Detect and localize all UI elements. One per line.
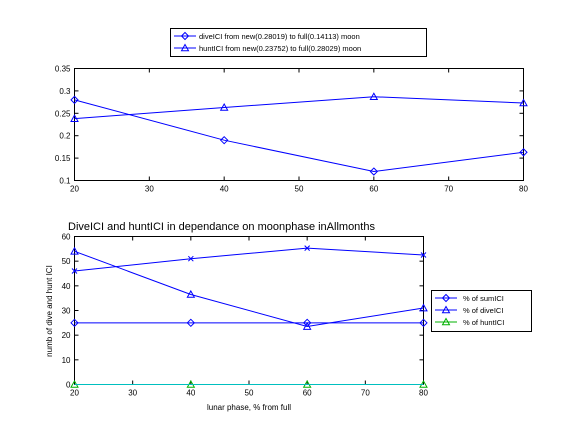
y-tick-label: 0	[66, 381, 71, 390]
bottom-chart-title: DiveICI and huntICI in dependance on moo…	[68, 221, 375, 233]
series-3	[71, 245, 427, 274]
top-chart: 20 30 40 50 60 70 80 0.1 0.15 0.2 0.25 0.3 0.35 dive…	[55, 28, 529, 194]
data-point	[369, 92, 379, 101]
x-tick-label: 60	[369, 185, 378, 194]
y-tick-label: 0.1	[59, 177, 71, 186]
bottom-chart: DiveICI and huntICI in dependance on moo…	[45, 221, 532, 412]
x-tick-label: 60	[303, 389, 312, 398]
series-line	[74, 250, 424, 328]
data-point	[369, 167, 379, 176]
data-point	[302, 322, 312, 330]
data-point	[70, 114, 79, 122]
data-point	[70, 95, 79, 105]
x-tick-label: 20	[70, 185, 79, 194]
y-tick-label: 40	[62, 282, 71, 291]
x-tick-label: 30	[128, 389, 137, 398]
data-point	[186, 318, 196, 328]
x-tick-label: 40	[186, 389, 195, 398]
data-point	[420, 252, 427, 258]
bottom-chart-series	[70, 245, 428, 388]
y-tick-label: 60	[62, 233, 71, 242]
legend-marker	[441, 317, 451, 326]
x-tick-label: 70	[361, 389, 370, 398]
data-point	[519, 98, 528, 107]
y-tick-label: 50	[62, 257, 71, 266]
y-tick-label: 0.15	[55, 154, 71, 163]
data-point	[71, 268, 78, 274]
y-tick-label: 30	[62, 307, 71, 316]
x-tick-label: 70	[444, 185, 453, 194]
data-point	[419, 303, 428, 312]
series-1	[70, 246, 428, 330]
data-point	[70, 246, 79, 255]
legend-marker	[441, 305, 451, 314]
data-point	[419, 318, 428, 328]
top-chart-axes-box	[74, 68, 524, 181]
series-0	[70, 95, 528, 176]
x-tick-label: 80	[419, 389, 428, 398]
bottom-chart-legend: % of sumICI % of diveICI % of huntICI	[431, 290, 532, 332]
series-line	[74, 247, 424, 272]
x-tick-label: 40	[220, 185, 229, 194]
y-tick-label: 0.35	[55, 65, 71, 74]
series-0	[70, 318, 428, 328]
data-point	[187, 255, 194, 262]
top-chart-ticks: 20 30 40 50 60 70 80 0.1 0.15 0.2 0.25 0.3 0.35	[55, 65, 529, 194]
top-chart-legend: diveICI from new(0.28019) to full(0.1411…	[170, 28, 427, 57]
x-tick-label: 50	[245, 389, 254, 398]
bottom-chart-xlabel: lunar phase, % from full	[207, 403, 291, 412]
bottom-chart-ticks: 20 30 40 50 60 70 80 0 10 20 30 40 50 60	[62, 233, 429, 398]
data-point	[219, 135, 229, 145]
legend-marker	[180, 43, 190, 52]
legend-label: huntICI from new(0.23752) to full(0.2802…	[199, 44, 361, 53]
data-point	[304, 245, 311, 251]
y-tick-label: 0.3	[59, 87, 71, 96]
y-tick-label: 20	[62, 331, 71, 340]
data-point	[186, 289, 196, 298]
legend-label: % of huntICI	[463, 318, 504, 327]
legend-label: diveICI from new(0.28019) to full(0.1411…	[199, 32, 360, 41]
legend-marker	[441, 293, 451, 303]
series-line	[74, 96, 524, 120]
top-legend-box	[170, 28, 427, 57]
legend-label: % of sumICI	[463, 294, 504, 303]
top-chart-series	[70, 92, 528, 176]
series-1	[70, 92, 528, 122]
x-tick-label: 50	[295, 185, 304, 194]
data-point	[219, 102, 229, 111]
legend-marker	[180, 31, 190, 41]
series-line	[74, 99, 524, 173]
legend-label: % of diveICI	[463, 306, 503, 315]
y-tick-label: 0.25	[55, 109, 71, 118]
x-tick-label: 20	[70, 389, 79, 398]
data-point	[70, 318, 79, 328]
bottom-chart-ylabel: numb of dive and hunt ICI	[45, 265, 54, 357]
x-tick-label: 30	[145, 185, 154, 194]
data-point	[519, 148, 528, 157]
y-tick-label: 0.2	[59, 132, 71, 141]
y-tick-label: 10	[62, 356, 71, 365]
x-tick-label: 80	[519, 185, 528, 194]
